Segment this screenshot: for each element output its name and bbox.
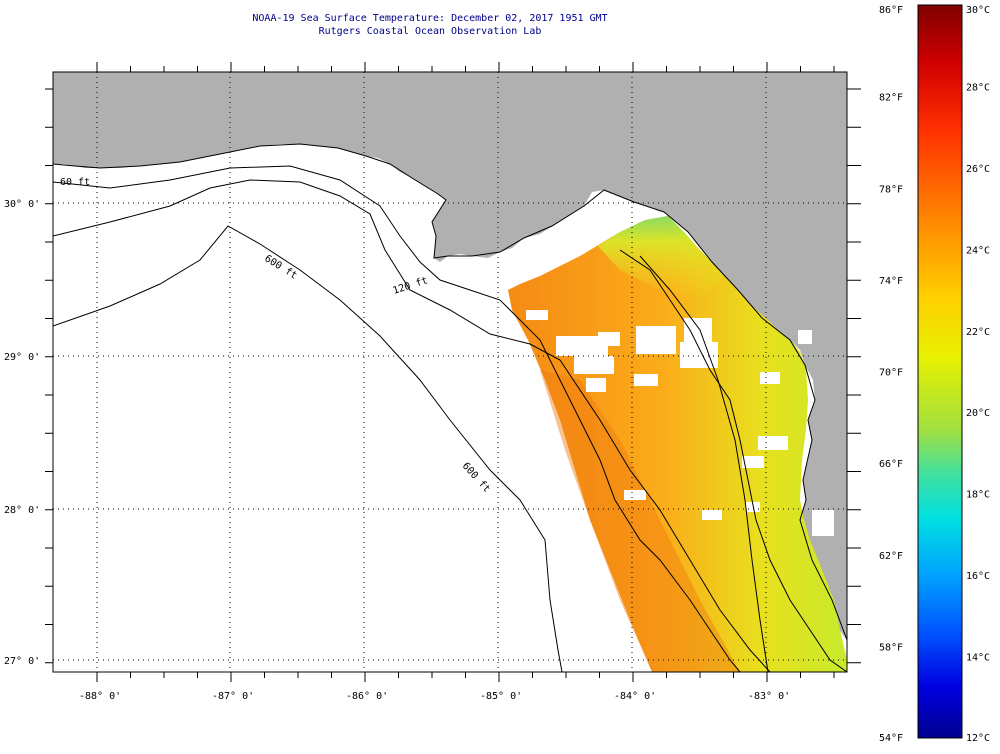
isobath-600ft-east2 [639, 255, 769, 672]
lat-label: 29° 0' [4, 352, 40, 363]
sst-swath-warm-band [540, 370, 740, 672]
land-mass [53, 72, 847, 640]
coastline [53, 143, 847, 641]
map-ticks [45, 62, 861, 682]
map-title: NOAA-19 Sea Surface Temperature: Decembe… [252, 13, 608, 24]
sst-swath-north [598, 216, 724, 300]
map-frame [52, 71, 848, 673]
longitude-labels: -88° 0' -87° 0' -86° 0' -85° 0' -84° 0' … [79, 691, 790, 702]
isobath-120ft [53, 179, 771, 672]
lon-label: -83° 0' [748, 691, 790, 702]
sst-swath [508, 216, 847, 672]
latitude-labels: 30° 0' 29° 0' 28° 0' 27° 0' [4, 199, 40, 667]
lon-label: -88° 0' [79, 691, 121, 702]
lon-label: -87° 0' [212, 691, 254, 702]
lat-label: 28° 0' [4, 505, 40, 516]
lat-label: 30° 0' [4, 199, 40, 210]
map-subtitle: Rutgers Coastal Ocean Observation Lab [318, 26, 542, 37]
lon-label: -86° 0' [346, 691, 388, 702]
isobath-600ft-east [619, 249, 847, 672]
land-peninsula [80, 96, 118, 160]
lon-label: -84° 0' [614, 691, 656, 702]
graticule [53, 72, 847, 672]
isobath-label-60: 60 ft [60, 177, 90, 188]
lon-label: -85° 0' [480, 691, 522, 702]
isobath-600ft-west [53, 225, 563, 672]
lat-label: 27° 0' [4, 656, 40, 667]
isobath-60ft [53, 165, 741, 672]
